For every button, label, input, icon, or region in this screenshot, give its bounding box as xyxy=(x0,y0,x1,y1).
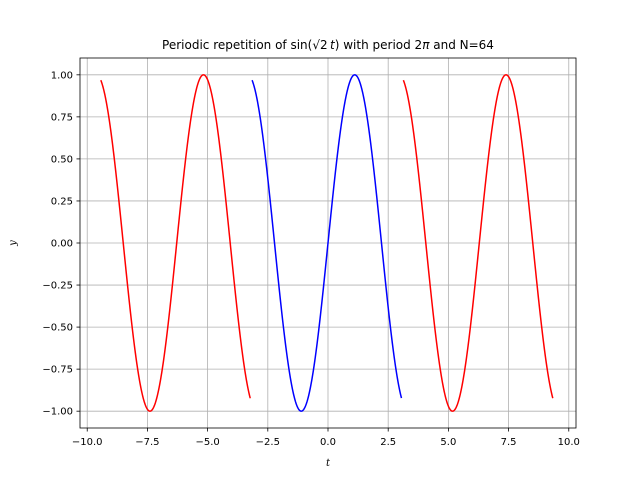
x-axis: −10.0 −7.5 −5.0 −2.5 0.0 2.5 5.0 7.5 10.0 xyxy=(72,428,580,448)
x-tick-label: 0.0 xyxy=(320,437,336,448)
x-axis-label: t xyxy=(326,458,331,469)
x-tick-label: −10.0 xyxy=(72,437,103,448)
x-tick-label: −7.5 xyxy=(135,437,159,448)
y-tick-label: 0.50 xyxy=(51,154,73,165)
plot-lines xyxy=(100,74,554,412)
chart-title: Periodic repetition of sin(√2 t) with pe… xyxy=(162,38,494,52)
x-tick-label: 7.5 xyxy=(501,437,517,448)
y-axis-label: y xyxy=(8,240,19,247)
y-tick-label: 1.00 xyxy=(51,70,73,81)
series-line-1 xyxy=(100,74,251,412)
y-tick-label: 0.75 xyxy=(51,112,73,123)
y-tick-label: 0.25 xyxy=(51,196,73,207)
y-tick-label: 0.00 xyxy=(51,239,73,250)
y-tick-label: −1.00 xyxy=(42,407,73,418)
series-line-3 xyxy=(402,74,554,412)
x-tick-label: −2.5 xyxy=(256,437,280,448)
y-tick-label: −0.25 xyxy=(42,281,73,292)
x-tick-label: 10.0 xyxy=(558,437,580,448)
series-line-2 xyxy=(251,74,403,412)
x-tick-label: −5.0 xyxy=(195,437,219,448)
x-tick-label: 2.5 xyxy=(380,437,396,448)
x-tick-label: 5.0 xyxy=(440,437,456,448)
y-tick-label: −0.75 xyxy=(42,365,73,376)
y-tick-label: −0.50 xyxy=(42,323,73,334)
y-axis: 1.00 0.75 0.50 0.25 0.00 −0.25 −0.50 −0.75 −1.00 xyxy=(42,70,80,418)
